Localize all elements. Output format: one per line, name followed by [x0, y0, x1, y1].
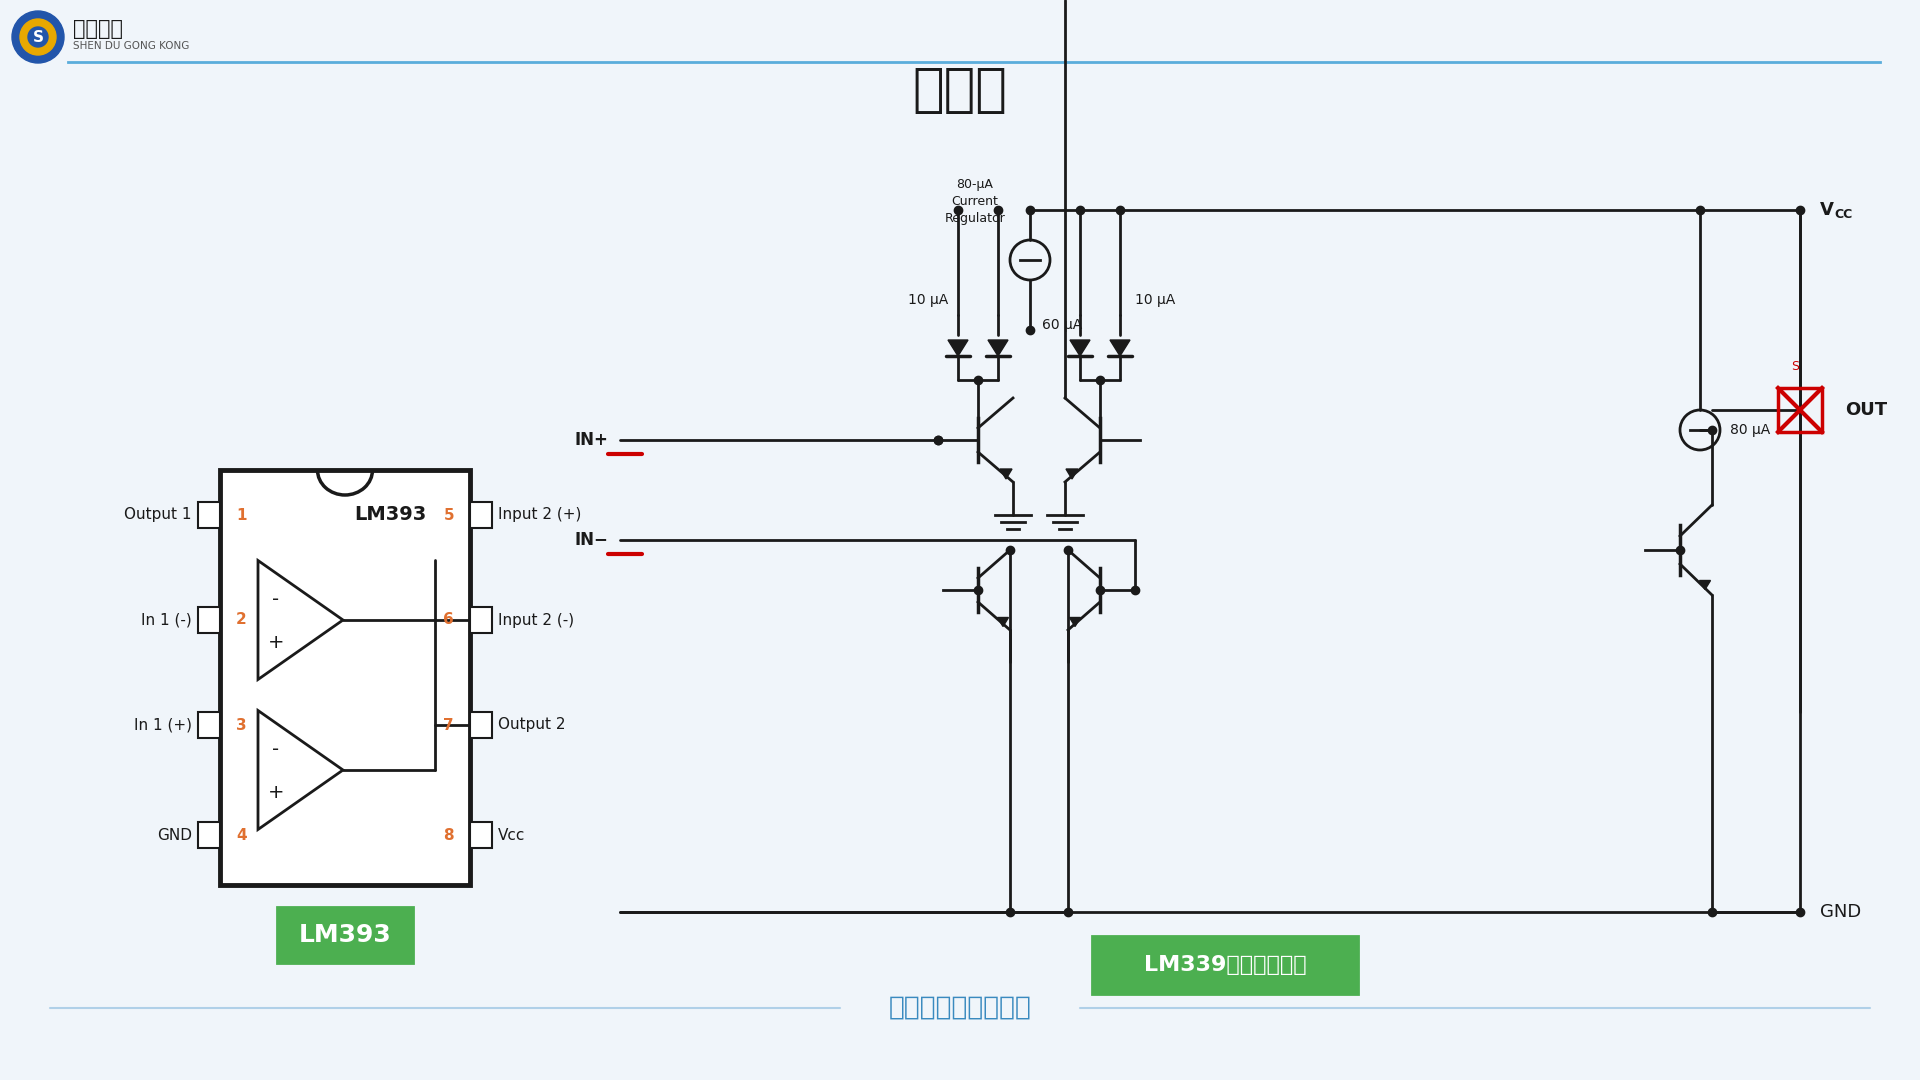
Text: LM393: LM393 [300, 923, 392, 947]
Text: V: V [1820, 201, 1834, 219]
Text: 8: 8 [444, 827, 453, 842]
Bar [1778, 388, 1822, 432]
Text: Output 2: Output 2 [497, 717, 566, 732]
Text: GND: GND [1820, 903, 1860, 921]
Text: 10 μA: 10 μA [1135, 293, 1175, 307]
Bar [221, 470, 470, 885]
FancyBboxPatch shape [1092, 936, 1357, 994]
Text: Input 2 (+): Input 2 (+) [497, 508, 582, 523]
Text: 7: 7 [444, 717, 453, 732]
Bar [470, 712, 492, 738]
Bar [470, 822, 492, 848]
Text: 5: 5 [444, 508, 453, 523]
Text: 深度工控: 深度工控 [73, 19, 123, 39]
Bar [198, 822, 221, 848]
Text: LM393: LM393 [353, 505, 426, 525]
Bar [470, 607, 492, 633]
Text: CC: CC [1834, 208, 1853, 221]
Text: 运算放大器电路分析: 运算放大器电路分析 [889, 995, 1031, 1021]
Text: 60 μA: 60 μA [1043, 318, 1083, 332]
Circle shape [19, 19, 56, 55]
Text: 比较器: 比较器 [912, 64, 1008, 116]
Text: 3: 3 [236, 717, 246, 732]
Circle shape [29, 27, 48, 48]
Bar [470, 502, 492, 528]
Polygon shape [1699, 581, 1711, 590]
Text: IN+: IN+ [574, 431, 609, 449]
Polygon shape [1110, 340, 1131, 356]
Polygon shape [989, 340, 1008, 356]
Text: Vcc: Vcc [497, 827, 526, 842]
Text: 4: 4 [236, 827, 246, 842]
Polygon shape [1069, 618, 1081, 626]
Text: 80-μA
Current
Regulator: 80-μA Current Regulator [945, 178, 1006, 225]
Text: S: S [1791, 360, 1799, 373]
Text: LM339内部电路结构: LM339内部电路结构 [1144, 955, 1306, 975]
Bar [198, 607, 221, 633]
Text: GND: GND [157, 827, 192, 842]
Bar [198, 712, 221, 738]
Text: In 1 (+): In 1 (+) [134, 717, 192, 732]
Bar [198, 502, 221, 528]
Text: SHEN DU GONG KONG: SHEN DU GONG KONG [73, 41, 190, 51]
Polygon shape [1069, 340, 1091, 356]
Text: 1: 1 [236, 508, 246, 523]
Text: OUT: OUT [1845, 401, 1887, 419]
Text: -: - [273, 591, 280, 609]
Text: IN−: IN− [574, 531, 609, 549]
Polygon shape [1066, 469, 1077, 480]
Circle shape [12, 11, 63, 63]
Text: 6: 6 [444, 612, 453, 627]
Text: 10 μA: 10 μA [908, 293, 948, 307]
Text: In 1 (-): In 1 (-) [142, 612, 192, 627]
Text: 80 μA: 80 μA [1730, 423, 1770, 437]
Text: -: - [273, 741, 280, 759]
Polygon shape [998, 618, 1008, 626]
FancyBboxPatch shape [276, 907, 413, 963]
Text: Output 1: Output 1 [125, 508, 192, 523]
Polygon shape [1000, 469, 1012, 480]
Text: +: + [267, 633, 284, 651]
Text: Input 2 (-): Input 2 (-) [497, 612, 574, 627]
Text: 2: 2 [236, 612, 248, 627]
Text: S: S [33, 29, 44, 44]
Polygon shape [948, 340, 968, 356]
Text: +: + [267, 783, 284, 801]
